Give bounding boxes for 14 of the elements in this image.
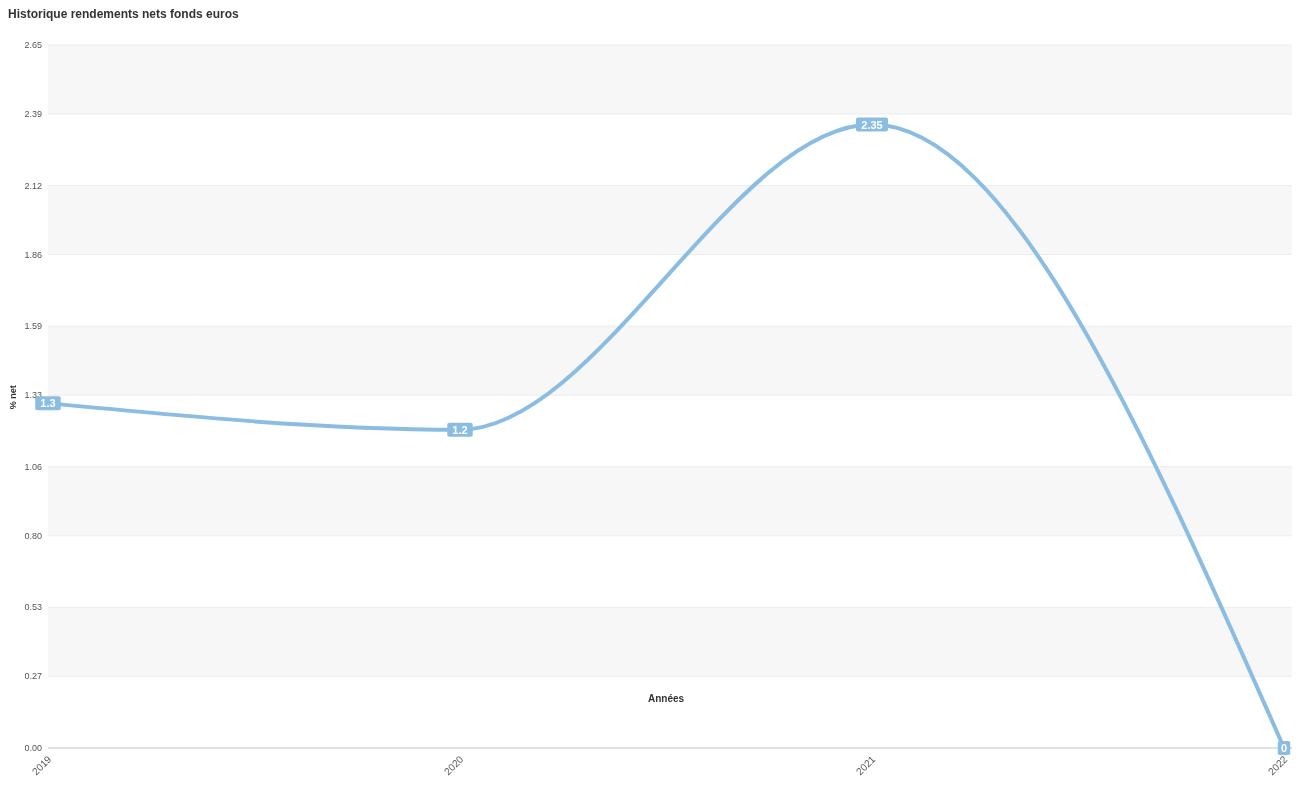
y-axis-title: % net xyxy=(8,385,18,410)
y-tick-label: 2.65 xyxy=(24,40,42,50)
y-tick-label: 2.12 xyxy=(24,180,42,191)
chart-title: Historique rendements nets fonds euros xyxy=(8,7,240,21)
y-tick-label: 1.06 xyxy=(24,461,42,472)
x-axis-title: Années xyxy=(647,693,685,704)
y-tick-label: 1.86 xyxy=(24,249,42,260)
y-tick-label: 0.53 xyxy=(24,602,42,613)
y-tick-label: 2.39 xyxy=(24,108,42,119)
y-tick-label: 0.27 xyxy=(24,671,42,682)
data-label: 0 xyxy=(1280,742,1288,754)
y-tick-label: 1.59 xyxy=(24,321,42,332)
y-tick-label: 0.00 xyxy=(24,743,42,753)
y-tick-label: 0.80 xyxy=(24,530,42,541)
